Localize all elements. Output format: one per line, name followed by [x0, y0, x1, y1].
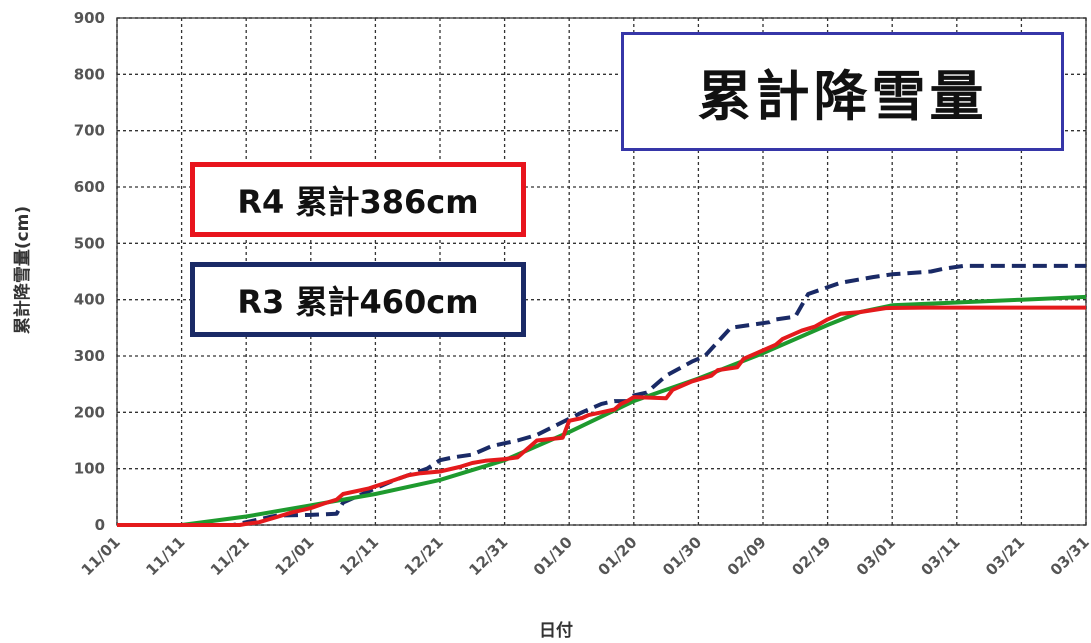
x-tick-label: 03/11 [918, 533, 964, 579]
series-line-r4 [117, 305, 1086, 527]
y-axis-ticks: 0 100 200 300 400 500 600 700 800 900 [74, 9, 105, 534]
y-axis-title: 累計降雪量(cm) [12, 206, 33, 334]
y-tick-label: 400 [74, 291, 105, 309]
y-tick-label: 200 [74, 403, 105, 421]
x-tick-label: 12/21 [401, 533, 447, 579]
x-tick-label: 02/19 [788, 533, 834, 579]
x-tick-label: 11/21 [207, 533, 253, 579]
legend-r3-box: R3 累計460cm [190, 262, 526, 337]
y-tick-label: 100 [74, 460, 105, 478]
x-axis-ticks: 11/01 11/11 11/21 12/01 12/11 12/21 12/31 01/10… [78, 533, 1091, 579]
legend-r4-label: R4 累計386cm [237, 182, 479, 221]
x-tick-label: 11/11 [142, 533, 188, 579]
x-tick-label: 12/31 [465, 533, 511, 579]
x-tick-label: 02/09 [724, 533, 770, 579]
y-tick-label: 0 [95, 516, 105, 534]
x-tick-label: 12/01 [272, 533, 318, 579]
y-tick-label: 900 [74, 9, 105, 27]
y-tick-label: 700 [74, 122, 105, 140]
x-tick-label: 03/01 [853, 533, 899, 579]
x-tick-label: 11/01 [78, 533, 124, 579]
x-tick-label: 01/10 [530, 533, 576, 579]
series-line-r3 [117, 263, 1086, 527]
y-tick-label: 800 [74, 65, 105, 83]
x-axis-title: 日付 [539, 620, 573, 641]
series-line-trend [117, 294, 1087, 527]
y-tick-label: 600 [74, 178, 105, 196]
x-tick-label: 12/11 [336, 533, 382, 579]
chart-title-box: 累計降雪量 [621, 32, 1064, 151]
y-tick-label: 500 [74, 234, 105, 252]
y-tick-label: 300 [74, 347, 105, 365]
chart-title: 累計降雪量 [697, 65, 988, 128]
x-tick-label: 03/31 [1047, 533, 1091, 579]
series-lines [117, 263, 1087, 527]
legend-r4-box: R4 累計386cm [190, 162, 526, 237]
x-tick-label: 03/21 [982, 533, 1028, 579]
x-tick-label: 01/30 [659, 533, 705, 579]
legend-r3-label: R3 累計460cm [237, 282, 479, 321]
x-tick-label: 01/20 [595, 533, 641, 579]
